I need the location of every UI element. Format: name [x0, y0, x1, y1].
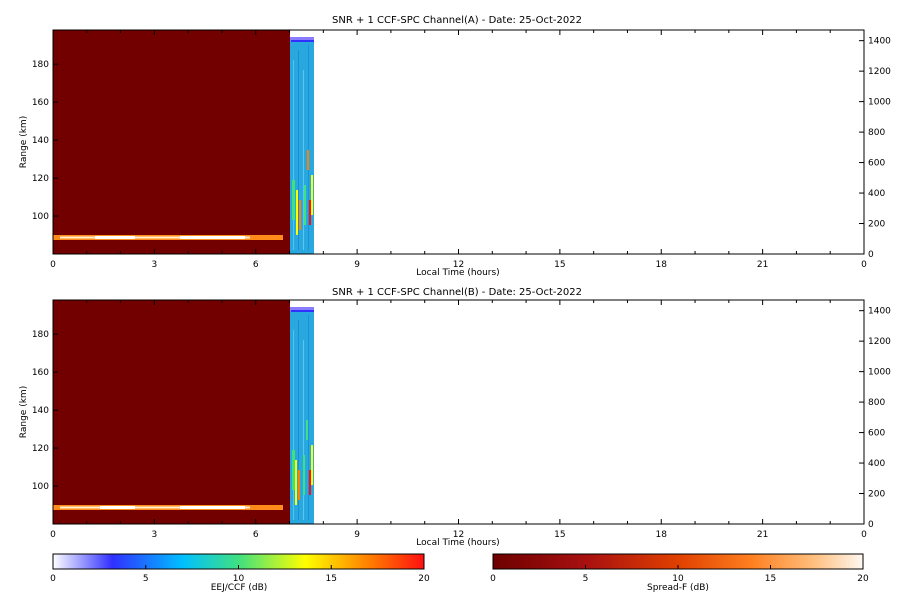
colorbar-tick-label: 0 [490, 574, 496, 584]
panel-b-range-band [53, 505, 283, 510]
y2-tick-label: 400 [868, 189, 885, 199]
y2-tick-label: 600 [868, 429, 885, 439]
x-tick-label: 12 [453, 530, 464, 540]
y2-tick-label: 1400 [868, 307, 891, 317]
panel-a-range-band [53, 235, 283, 240]
x-tick-label: 3 [152, 530, 158, 540]
panel-b-x-ticks: 0 3 6 9 12 15 18 21 0 [50, 300, 867, 540]
panel-a-eej-region [290, 37, 314, 254]
panel-b-ylabel: Range (km) [19, 386, 29, 438]
panel-b-title: SNR + 1 CCF-SPC Channel(B) - Date: 25-Oc… [332, 287, 582, 298]
panel-b-y2-ticks: 0 200 400 600 800 1000 1200 1400 [859, 307, 891, 530]
colorbar-spread-f: 0 5 10 15 20 Spread-F (dB) [490, 553, 869, 593]
y-tick-label: 180 [32, 60, 49, 70]
x-tick-label: 21 [757, 260, 768, 270]
y-tick-label: 160 [32, 98, 49, 108]
panel-b-spread-f-region [53, 300, 290, 524]
y2-tick-label: 800 [868, 398, 885, 408]
colorbar-tick-label: 20 [418, 574, 430, 584]
y2-tick-label: 0 [868, 250, 874, 260]
y-tick-label: 140 [32, 406, 49, 416]
x-tick-label: 18 [656, 530, 668, 540]
y-tick-label: 180 [32, 330, 49, 340]
x-tick-label: 9 [354, 260, 360, 270]
y-tick-label: 120 [32, 444, 49, 454]
x-tick-label: 15 [554, 260, 565, 270]
panel-b-eej-region [290, 307, 314, 524]
y-tick-label: 100 [32, 212, 49, 222]
panel-b: SNR + 1 CCF-SPC Channel(B) - Date: 25-Oc… [19, 287, 891, 548]
panel-a-xlabel: Local Time (hours) [416, 268, 499, 278]
colorbar-tick-label: 10 [672, 574, 684, 584]
y2-tick-label: 200 [868, 490, 885, 500]
y2-tick-label: 1200 [868, 67, 891, 77]
panel-a: SNR + 1 CCF-SPC Channel(A) - Date: 25-Oc… [19, 15, 891, 278]
colorbar-tick-label: 10 [233, 574, 245, 584]
x-tick-label: 6 [253, 530, 259, 540]
y2-tick-label: 800 [868, 128, 885, 138]
x-tick-label: 9 [354, 530, 360, 540]
y2-tick-label: 1000 [868, 368, 891, 378]
y-tick-label: 100 [32, 482, 49, 492]
y2-tick-label: 600 [868, 159, 885, 169]
y2-tick-label: 1000 [868, 98, 891, 108]
y-tick-label: 120 [32, 174, 49, 184]
y2-tick-label: 200 [868, 220, 885, 230]
x-tick-label: 15 [554, 530, 565, 540]
panel-a-spread-f-region [53, 30, 290, 254]
colorbar-eej-label: EEJ/CCF (dB) [211, 583, 268, 593]
x-tick-label: 0 [861, 530, 867, 540]
colorbar-spread-f-ticks: 0 5 10 15 20 [490, 565, 869, 584]
y-tick-label: 140 [32, 136, 49, 146]
y2-tick-label: 1400 [868, 37, 891, 47]
panel-a-ylabel: Range (km) [19, 116, 29, 168]
colorbar-tick-label: 20 [857, 574, 869, 584]
panel-a-title: SNR + 1 CCF-SPC Channel(A) - Date: 25-Oc… [332, 15, 582, 26]
colorbar-eej-ticks: 0 5 10 15 20 [50, 565, 430, 584]
panel-b-xlabel: Local Time (hours) [416, 538, 499, 548]
colorbar-tick-label: 15 [326, 574, 337, 584]
colorbar-spread-f-label: Spread-F (dB) [647, 583, 709, 593]
colorbar-tick-label: 0 [50, 574, 56, 584]
x-tick-label: 21 [757, 530, 768, 540]
colorbar-tick-label: 5 [583, 574, 589, 584]
x-tick-label: 0 [50, 260, 56, 270]
colorbar-tick-label: 5 [143, 574, 149, 584]
colorbar-eej: 0 5 10 15 20 EEJ/CCF (dB) [50, 553, 430, 593]
panel-b-y-ticks: 100 120 140 160 180 [32, 330, 58, 492]
x-tick-label: 18 [656, 260, 668, 270]
y2-tick-label: 400 [868, 459, 885, 469]
x-tick-label: 3 [152, 260, 158, 270]
x-tick-label: 6 [253, 260, 259, 270]
panel-a-x-ticks: 0 3 6 9 12 15 18 21 0 [50, 30, 867, 270]
colorbar-tick-label: 15 [765, 574, 776, 584]
panel-a-y-ticks: 100 120 140 160 180 [32, 60, 58, 222]
x-tick-label: 12 [453, 260, 464, 270]
y-tick-label: 160 [32, 368, 49, 378]
panel-a-y2-ticks: 0 200 400 600 800 1000 1200 1400 [859, 37, 891, 260]
y2-tick-label: 1200 [868, 337, 891, 347]
y2-tick-label: 0 [868, 520, 874, 530]
x-tick-label: 0 [861, 260, 867, 270]
x-tick-label: 0 [50, 530, 56, 540]
